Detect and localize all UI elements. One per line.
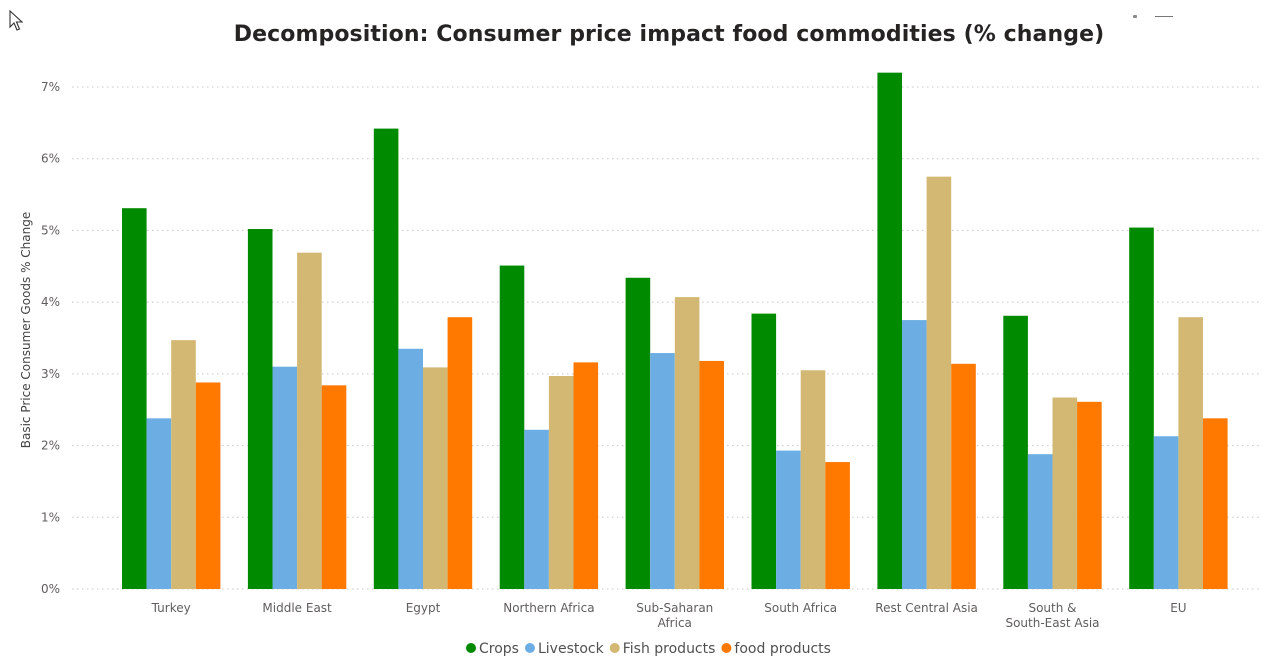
- y-axis-label: Basic Price Consumer Goods % Change: [19, 212, 33, 449]
- x-axis-ticks: Turkey Middle East Egypt Northern Africa Sub…: [151, 601, 1187, 630]
- x-tick-label: EU: [1170, 601, 1186, 615]
- bar-crops[interactable]: [1129, 227, 1154, 589]
- legend-marker: [721, 643, 732, 653]
- x-tick-label: Egypt: [406, 601, 441, 615]
- bar-crops[interactable]: [877, 72, 902, 589]
- mouse-pointer-icon: [9, 10, 24, 31]
- bar-food-products[interactable]: [573, 362, 599, 589]
- x-tick-label: Turkey: [151, 601, 191, 615]
- bar-food-products[interactable]: [1077, 401, 1102, 589]
- bar-fish-products[interactable]: [926, 176, 952, 589]
- legend: Crops Livestock Fish products food products: [466, 641, 831, 657]
- bar-crops[interactable]: [625, 277, 651, 589]
- bar-food-products[interactable]: [1203, 418, 1228, 589]
- x-tick-label: Rest Central Asia: [875, 601, 978, 615]
- bar-livestock[interactable]: [398, 348, 423, 589]
- y-tick-label: 2%: [41, 439, 60, 453]
- legend-marker: [524, 643, 535, 653]
- bar-livestock[interactable]: [524, 429, 549, 589]
- bar-livestock[interactable]: [272, 366, 298, 589]
- legend-item-label[interactable]: Fish products: [623, 641, 716, 657]
- bar-crops[interactable]: [247, 228, 273, 589]
- bars: [122, 72, 1228, 589]
- bar-crops[interactable]: [122, 208, 147, 589]
- bar-crops[interactable]: [373, 128, 399, 589]
- more-options-icon[interactable]: [1155, 16, 1173, 17]
- bar-livestock[interactable]: [776, 450, 801, 589]
- bar-food-products[interactable]: [447, 317, 473, 589]
- x-tick-label: South &: [1028, 601, 1076, 615]
- y-axis-ticks: 0% 1% 2% 3% 4% 5% 6% 7%: [41, 80, 60, 596]
- bar-crops[interactable]: [751, 313, 777, 589]
- legend-item-label[interactable]: Livestock: [538, 641, 605, 657]
- bar-fish-products[interactable]: [1178, 317, 1203, 589]
- bar-fish-products[interactable]: [800, 370, 826, 589]
- bar-fish-products[interactable]: [548, 376, 574, 589]
- chart-title: Decomposition: Consumer price impact foo…: [233, 22, 1105, 47]
- x-tick-label: Middle East: [262, 601, 332, 615]
- y-tick-label: 1%: [41, 510, 60, 524]
- bar-livestock[interactable]: [650, 353, 675, 589]
- x-tick-label: South Africa: [764, 601, 837, 615]
- bar-livestock[interactable]: [1153, 436, 1179, 589]
- bar-livestock[interactable]: [146, 418, 172, 589]
- legend-marker: [466, 643, 476, 653]
- bar-food-products[interactable]: [951, 363, 976, 589]
- y-tick-label: 0%: [41, 582, 60, 596]
- legend-item-label[interactable]: Crops: [479, 641, 519, 657]
- bar-fish-products[interactable]: [297, 252, 322, 589]
- y-tick-label: 3%: [41, 367, 60, 381]
- visual-header-controls[interactable]: [1133, 10, 1193, 22]
- bar-livestock[interactable]: [902, 320, 927, 589]
- bar-fish-products[interactable]: [674, 297, 700, 589]
- bar-food-products[interactable]: [195, 382, 221, 589]
- bar-food-products[interactable]: [825, 462, 850, 589]
- y-tick-label: 6%: [41, 152, 60, 166]
- legend-item-label[interactable]: food products: [734, 641, 831, 657]
- bar-food-products[interactable]: [321, 385, 347, 589]
- bar-fish-products[interactable]: [1052, 397, 1078, 589]
- x-tick-label: Africa: [658, 616, 692, 630]
- y-tick-label: 7%: [41, 80, 60, 94]
- drag-handle-icon[interactable]: [1133, 15, 1137, 18]
- x-tick-label: Northern Africa: [503, 601, 594, 615]
- bar-food-products[interactable]: [699, 360, 724, 589]
- y-tick-label: 4%: [41, 295, 60, 309]
- bar-fish-products[interactable]: [423, 367, 448, 589]
- bar-crops[interactable]: [1003, 315, 1028, 589]
- legend-marker: [609, 643, 620, 653]
- x-tick-label: South-East Asia: [1005, 616, 1099, 630]
- bar-livestock[interactable]: [1027, 454, 1053, 589]
- y-tick-label: 5%: [41, 223, 60, 237]
- x-tick-label: Sub-Saharan: [636, 601, 713, 615]
- bar-crops[interactable]: [499, 265, 525, 589]
- bar-fish-products[interactable]: [171, 340, 196, 589]
